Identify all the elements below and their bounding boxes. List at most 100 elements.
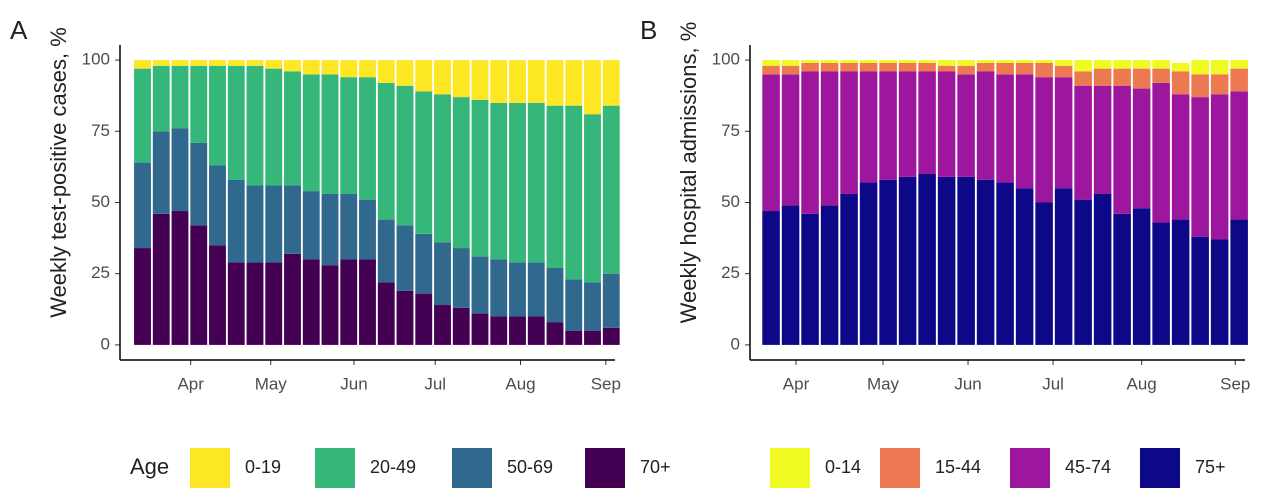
bar-segment — [265, 185, 283, 263]
bar-segment — [879, 62, 897, 72]
bar-segment — [996, 62, 1014, 75]
bar-segment — [1171, 219, 1190, 345]
bar-segment — [602, 105, 620, 274]
x-tick-label: May — [255, 374, 288, 393]
bar-segment — [415, 60, 433, 92]
bar-segment — [171, 65, 189, 129]
bar-segment — [1191, 236, 1209, 345]
legend-title: Age — [130, 454, 169, 479]
legend-label: 20-49 — [370, 457, 416, 477]
bar-segment — [840, 193, 858, 345]
bar-segment — [762, 74, 780, 212]
bar-segment — [976, 179, 995, 345]
x-tick-label: Jul — [424, 374, 446, 393]
bar-segment — [1015, 60, 1034, 63]
bar-segment — [602, 327, 620, 345]
legend-label: 0-19 — [245, 457, 281, 477]
bar-segment — [321, 60, 339, 75]
y-tick-label: 0 — [101, 334, 110, 353]
y-axis-label: Weekly hospital admissions, % — [676, 22, 701, 324]
bar-segment — [1152, 82, 1170, 223]
bar-segment — [265, 68, 283, 186]
bar-segment — [1113, 68, 1131, 86]
bar-segment — [227, 262, 245, 345]
bar-segment — [546, 60, 564, 106]
bar-segment — [996, 60, 1014, 63]
bar-segment — [359, 199, 376, 260]
bar-segment — [1093, 60, 1112, 69]
bar-segment — [1191, 97, 1209, 237]
bar-segment — [1074, 85, 1092, 200]
y-tick-label: 25 — [91, 263, 110, 282]
y-tick-label: 75 — [721, 121, 740, 140]
bar-segment — [359, 259, 376, 345]
bar-segment — [1171, 62, 1190, 72]
x-tick-label: Jun — [340, 374, 367, 393]
bar-segment — [1152, 222, 1170, 345]
bar-segment — [1210, 74, 1229, 95]
bar-segment — [190, 225, 208, 345]
bar-segment — [1210, 60, 1229, 75]
bar-segment — [565, 279, 583, 331]
bar-segment — [1054, 65, 1073, 78]
y-tick-label: 75 — [91, 121, 110, 140]
bar-segment — [321, 74, 339, 194]
bar-segment — [801, 60, 819, 63]
bar-segment — [377, 282, 395, 345]
bar-segment — [415, 233, 433, 294]
y-axis-label: Weekly test-positive cases, % — [46, 27, 71, 318]
bar-segment — [898, 71, 917, 177]
bar-segment — [452, 97, 470, 249]
bar-segment — [918, 60, 936, 63]
bar-segment — [879, 71, 897, 180]
bar-segment — [565, 105, 583, 280]
bar-segment — [302, 74, 320, 192]
x-tick-label: May — [867, 374, 900, 393]
bar-segment — [152, 65, 170, 132]
bar-segment — [957, 74, 975, 177]
legend-swatch — [1010, 448, 1050, 488]
bar-segment — [1171, 94, 1190, 220]
bar-segment — [1074, 60, 1092, 72]
bar-segment — [471, 256, 489, 314]
bar-segment — [1132, 68, 1151, 89]
bar-segment — [879, 60, 897, 63]
bar-segment — [396, 60, 414, 86]
bar-segment — [565, 60, 583, 106]
bar-segment — [1015, 188, 1034, 345]
bar-segment — [584, 282, 601, 331]
bar-segment — [171, 60, 189, 66]
bar-segment — [1132, 208, 1151, 345]
legend-label: 0-14 — [825, 457, 861, 477]
x-tick-label: Sep — [1220, 374, 1250, 393]
bar-segment — [209, 60, 226, 66]
bar-segment — [937, 176, 956, 345]
bar-segment — [209, 165, 226, 246]
bar-segment — [527, 102, 545, 263]
panel-label: B — [640, 15, 657, 45]
legend-swatch — [585, 448, 625, 488]
bar-segment — [265, 60, 283, 69]
bar-segment — [209, 245, 226, 345]
bar-segment — [527, 262, 545, 317]
bar-segment — [246, 185, 264, 263]
bar-segment — [509, 102, 526, 263]
bar-segment — [546, 322, 564, 345]
bar-segment — [284, 185, 301, 254]
bar-segment — [1210, 94, 1229, 240]
bar-segment — [359, 60, 376, 78]
bar-segment — [284, 71, 301, 186]
bar-segment — [377, 82, 395, 220]
bar-segment — [134, 162, 151, 249]
bar-segment — [246, 65, 264, 186]
bar-segment — [976, 60, 995, 63]
legend-swatch — [880, 448, 920, 488]
bar-segment — [340, 60, 358, 78]
bar-segment — [1035, 62, 1053, 78]
bar-segment — [509, 316, 526, 345]
x-tick-label: Jul — [1042, 374, 1064, 393]
bar-segment — [396, 225, 414, 291]
x-tick-label: Apr — [783, 374, 810, 393]
bar-segment — [781, 205, 800, 345]
y-tick-label: 50 — [91, 192, 110, 211]
